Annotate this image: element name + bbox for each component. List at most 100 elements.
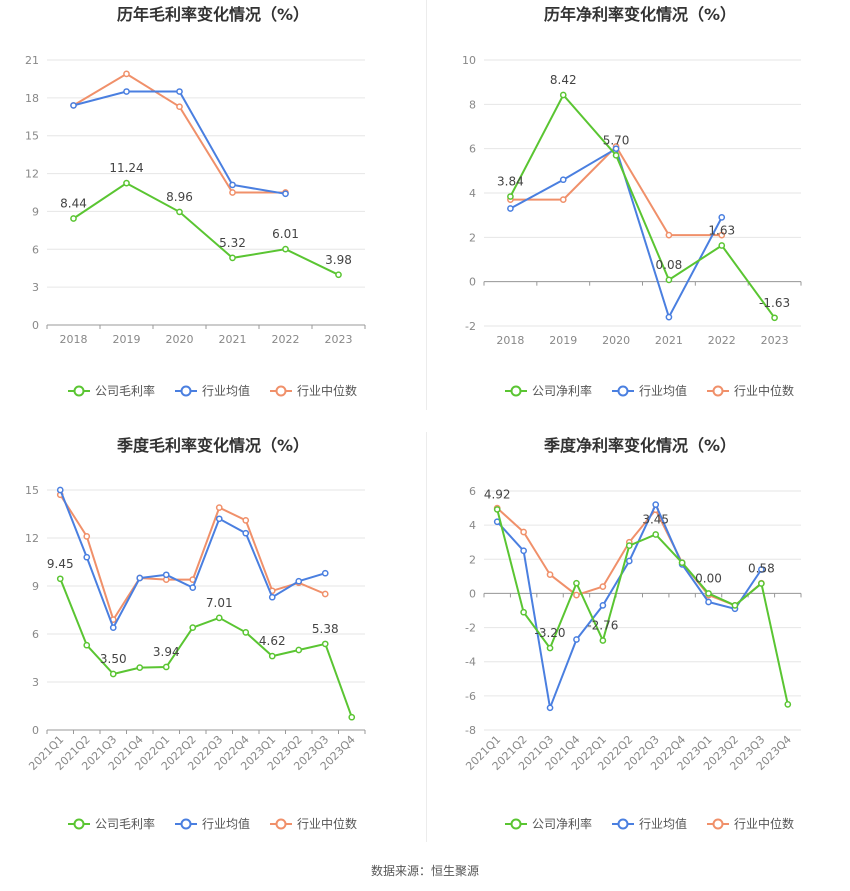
y-tick-label: 0	[469, 587, 476, 600]
legend-marker-icon	[180, 818, 192, 830]
data-point-company	[335, 271, 342, 279]
data-point-industry-avg	[176, 88, 183, 95]
x-tick-label: 2020	[602, 334, 630, 347]
data-point-company	[625, 542, 633, 549]
data-point-company	[612, 151, 620, 159]
series-line-industry-avg	[509, 147, 723, 320]
series-line-industry-avg	[59, 489, 326, 631]
x-tick-label: 2018	[60, 333, 88, 346]
legend-marker-icon	[73, 385, 85, 397]
data-label: 8.42	[550, 73, 577, 87]
y-tick-label: -6	[465, 690, 476, 703]
series-line-company	[496, 509, 789, 705]
data-label: 4.62	[259, 634, 286, 648]
legend-label: 公司净利率	[532, 383, 592, 398]
legend-marker-icon	[180, 385, 192, 397]
data-label: 8.44	[60, 196, 87, 210]
data-point-industry-avg	[705, 598, 712, 606]
data-point-company	[123, 179, 130, 187]
data-point-company	[242, 629, 250, 636]
data-point-industry-avg	[665, 313, 673, 321]
data-point-industry-avg	[295, 577, 303, 585]
legend-label: 公司净利率	[532, 816, 592, 831]
legend-marker-icon	[712, 818, 724, 830]
x-tick-label: 2019	[113, 333, 141, 346]
legend-label: 公司毛利率	[95, 383, 155, 398]
data-point-industry-median	[321, 590, 329, 598]
chart-annual-gross-margin: 历年毛利率变化情况（%） 0 3 6 9 12 15 18 21 2018 2019 2020 2021…	[25, 5, 366, 398]
data-label: 0.08	[656, 258, 683, 272]
y-tick-label: -2	[465, 320, 476, 333]
data-point-industry-avg	[718, 214, 726, 221]
series-line-industry-avg	[496, 502, 763, 712]
chart-title: 季度毛利率变化情况（%）	[116, 436, 309, 455]
legend-label: 行业均值	[639, 383, 687, 398]
data-point-industry-avg	[123, 88, 130, 95]
legend-marker-icon	[617, 818, 629, 830]
legend-item-industry-median: 行业中位数	[270, 816, 357, 831]
data-point-industry-avg	[520, 547, 527, 555]
legend-item-industry-avg: 行业均值	[612, 383, 687, 398]
legend-label: 行业均值	[202, 383, 250, 398]
y-tick-label: 6	[469, 143, 476, 156]
y-tick-label: 12	[25, 532, 39, 545]
x-tick-label: 2020	[166, 333, 194, 346]
series-line-industry-median	[59, 494, 326, 622]
data-point-company	[109, 670, 117, 678]
data-point-industry-avg	[136, 574, 144, 582]
series-line-company	[72, 182, 339, 276]
data-point-industry-avg	[229, 181, 236, 189]
y-tick-label: 0	[469, 276, 476, 289]
x-tick-label: 2021	[219, 333, 247, 346]
data-point-company	[348, 713, 356, 721]
legend-marker-icon	[510, 385, 522, 397]
data-label: 0.58	[748, 562, 775, 576]
x-tick-label: 2022	[708, 334, 736, 347]
data-point-industry-median	[520, 528, 527, 536]
y-tick-label: 18	[25, 92, 39, 105]
chart-quarterly-net-margin: 季度净利率变化情况（%）-8-6-4-202462021Q12021Q22021…	[463, 436, 802, 831]
y-tick-label: 6	[32, 628, 39, 641]
x-tick-label: 2023	[761, 334, 789, 347]
data-point-industry-avg	[56, 486, 64, 494]
legend-marker-icon	[73, 818, 85, 830]
data-label: 3.50	[100, 652, 127, 666]
data-point-company	[321, 640, 329, 648]
data-point-company	[599, 637, 607, 644]
data-point-company	[493, 506, 501, 513]
legend-marker-icon	[617, 385, 629, 397]
y-tick-label: 0	[32, 319, 39, 332]
series-line-company	[59, 578, 353, 718]
y-tick-label: 21	[25, 54, 39, 67]
data-point-industry-avg	[507, 205, 514, 212]
legend-label: 行业中位数	[297, 383, 357, 398]
y-tick-label: -2	[465, 622, 476, 635]
data-point-company	[731, 602, 739, 609]
legend-label: 行业均值	[639, 816, 687, 831]
data-point-industry-avg	[612, 145, 620, 153]
y-tick-label: 2	[469, 553, 476, 566]
data-point-industry-median	[176, 103, 183, 111]
y-tick-label: 6	[469, 485, 476, 498]
vertical-divider-top	[426, 0, 427, 410]
y-tick-label: 2	[469, 231, 476, 244]
data-point-industry-avg	[189, 584, 197, 591]
data-point-industry-avg	[625, 557, 633, 565]
data-label: 3.45	[642, 513, 669, 527]
data-label: 5.38	[312, 622, 339, 636]
y-tick-label: 15	[25, 484, 39, 497]
data-point-industry-median	[665, 231, 673, 239]
data-label: 3.84	[497, 175, 524, 189]
data-label: 11.24	[109, 161, 143, 175]
data-label: -3.20	[535, 626, 566, 640]
data-point-industry-avg	[268, 593, 276, 601]
y-tick-label: 12	[25, 168, 39, 181]
data-point-company	[546, 644, 554, 652]
data-point-company	[718, 242, 726, 249]
legend-label: 公司毛利率	[95, 816, 155, 831]
data-point-industry-median	[718, 231, 726, 239]
y-tick-label: 6	[32, 243, 39, 256]
x-tick-label: 2018	[496, 334, 524, 347]
data-point-industry-median	[599, 583, 607, 590]
data-point-company	[573, 579, 580, 587]
